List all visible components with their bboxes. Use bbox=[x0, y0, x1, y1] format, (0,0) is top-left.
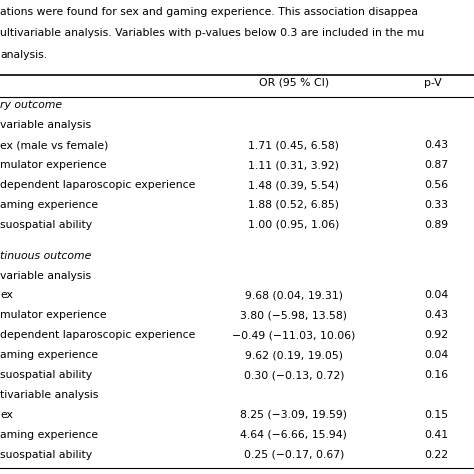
Text: 1.88 (0.52, 6.85): 1.88 (0.52, 6.85) bbox=[248, 200, 339, 210]
Text: ex (male vs female): ex (male vs female) bbox=[0, 140, 109, 150]
Text: 4.64 (−6.66, 15.94): 4.64 (−6.66, 15.94) bbox=[240, 430, 347, 440]
Text: 9.68 (0.04, 19.31): 9.68 (0.04, 19.31) bbox=[245, 291, 343, 301]
Text: 1.00 (0.95, 1.06): 1.00 (0.95, 1.06) bbox=[248, 220, 339, 230]
Text: 0.25 (−0.17, 0.67): 0.25 (−0.17, 0.67) bbox=[244, 450, 344, 460]
Text: ations were found for sex and gaming experience. This association disappea: ations were found for sex and gaming exp… bbox=[0, 7, 418, 17]
Text: analysis.: analysis. bbox=[0, 50, 47, 60]
Text: 0.87: 0.87 bbox=[424, 160, 448, 170]
Text: ultivariable analysis. Variables with p-values below 0.3 are included in the mu: ultivariable analysis. Variables with p-… bbox=[0, 28, 424, 38]
Text: variable analysis: variable analysis bbox=[0, 120, 91, 130]
Text: mulator experience: mulator experience bbox=[0, 310, 107, 320]
Text: 0.56: 0.56 bbox=[424, 180, 448, 190]
Text: 0.89: 0.89 bbox=[424, 220, 448, 230]
Text: suospatial ability: suospatial ability bbox=[0, 450, 92, 460]
Text: ex: ex bbox=[0, 291, 13, 301]
Text: dependent laparoscopic experience: dependent laparoscopic experience bbox=[0, 330, 195, 340]
Text: 1.71 (0.45, 6.58): 1.71 (0.45, 6.58) bbox=[248, 140, 339, 150]
Text: 0.43: 0.43 bbox=[424, 310, 448, 320]
Text: 0.30 (−0.13, 0.72): 0.30 (−0.13, 0.72) bbox=[244, 370, 344, 380]
Text: −0.49 (−11.03, 10.06): −0.49 (−11.03, 10.06) bbox=[232, 330, 356, 340]
Text: p-V: p-V bbox=[424, 78, 442, 88]
Text: tivariable analysis: tivariable analysis bbox=[0, 390, 99, 400]
Text: suospatial ability: suospatial ability bbox=[0, 370, 92, 380]
Text: 0.43: 0.43 bbox=[424, 140, 448, 150]
Text: ex: ex bbox=[0, 410, 13, 420]
Text: ry outcome: ry outcome bbox=[0, 100, 62, 110]
Text: tinuous outcome: tinuous outcome bbox=[0, 251, 91, 261]
Text: 9.62 (0.19, 19.05): 9.62 (0.19, 19.05) bbox=[245, 350, 343, 360]
Text: 0.04: 0.04 bbox=[424, 291, 448, 301]
Text: 0.15: 0.15 bbox=[424, 410, 448, 420]
Text: 1.48 (0.39, 5.54): 1.48 (0.39, 5.54) bbox=[248, 180, 339, 190]
Text: aming experience: aming experience bbox=[0, 430, 98, 440]
Text: 1.11 (0.31, 3.92): 1.11 (0.31, 3.92) bbox=[248, 160, 339, 170]
Text: 0.92: 0.92 bbox=[424, 330, 448, 340]
Text: 0.41: 0.41 bbox=[424, 430, 448, 440]
Text: 3.80 (−5.98, 13.58): 3.80 (−5.98, 13.58) bbox=[240, 310, 347, 320]
Text: variable analysis: variable analysis bbox=[0, 271, 91, 281]
Text: 0.04: 0.04 bbox=[424, 350, 448, 360]
Text: 0.16: 0.16 bbox=[424, 370, 448, 380]
Text: aming experience: aming experience bbox=[0, 350, 98, 360]
Text: OR (95 % CI): OR (95 % CI) bbox=[259, 78, 329, 88]
Text: 0.33: 0.33 bbox=[424, 200, 448, 210]
Text: 0.22: 0.22 bbox=[424, 450, 448, 460]
Text: dependent laparoscopic experience: dependent laparoscopic experience bbox=[0, 180, 195, 190]
Text: suospatial ability: suospatial ability bbox=[0, 220, 92, 230]
Text: mulator experience: mulator experience bbox=[0, 160, 107, 170]
Text: aming experience: aming experience bbox=[0, 200, 98, 210]
Text: 8.25 (−3.09, 19.59): 8.25 (−3.09, 19.59) bbox=[240, 410, 347, 420]
